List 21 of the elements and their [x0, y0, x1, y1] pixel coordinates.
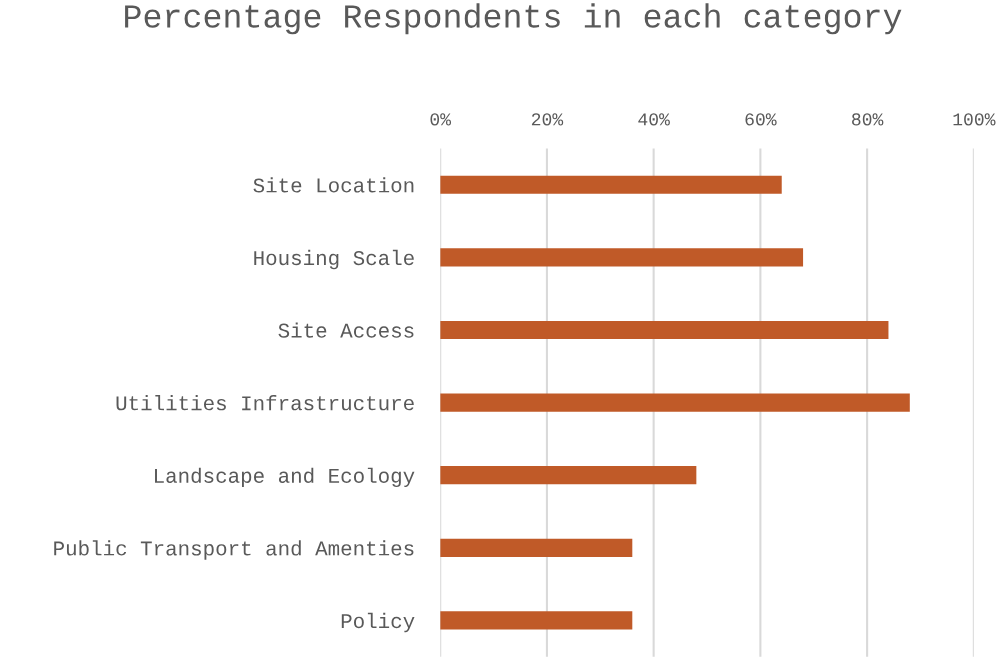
bar [440, 393, 910, 412]
y-tick-label: Utilities Infrastructure [116, 395, 414, 411]
y-tick-label: Site Access [278, 322, 414, 338]
bar [440, 466, 697, 485]
x-tick-label: 20% [531, 113, 564, 126]
y-tick-label: Housing Scale [254, 249, 414, 270]
x-tick-label: 40% [638, 113, 670, 126]
x-tick-label: 0% [430, 113, 452, 126]
x-tick-label: 100% [953, 113, 996, 126]
bar [440, 611, 633, 630]
y-tick-label: Public Transport and Amenties [54, 540, 414, 560]
chart-title: Percentage Respondents in each category [125, 3, 902, 35]
y-tick-label: Landscape and Ecology [155, 467, 415, 488]
bar [440, 320, 889, 340]
bar [440, 248, 804, 267]
x-tick-label: 80% [852, 113, 884, 126]
bar [440, 538, 633, 557]
bar [440, 175, 782, 194]
x-tick-label: 60% [745, 113, 777, 126]
y-tick-label: Policy [341, 612, 415, 633]
y-tick-label: Site Location [253, 177, 414, 193]
